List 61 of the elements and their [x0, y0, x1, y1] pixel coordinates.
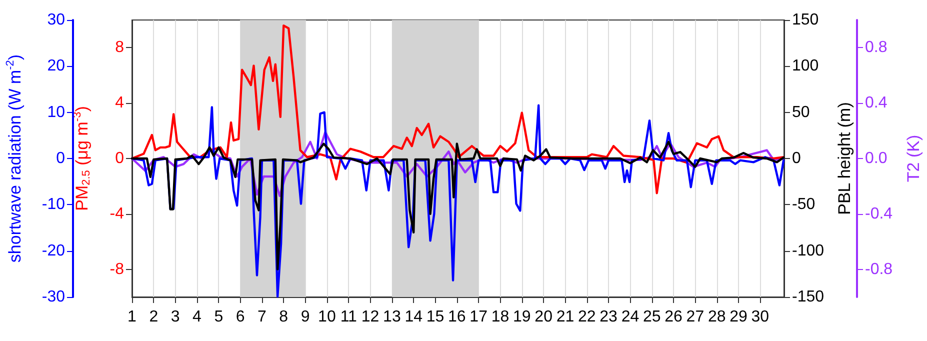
x-tick-label: 1 [128, 308, 137, 326]
x-tick-label: 16 [448, 308, 466, 326]
y-tick-label: 4 [115, 94, 124, 112]
y-tick-label: -8 [110, 260, 124, 278]
x-tick-label: 22 [578, 308, 596, 326]
x-tick-label: 9 [300, 308, 310, 326]
y2-tick-label: -50 [792, 196, 816, 214]
y-tick-label: -10 [42, 196, 66, 214]
y-tick-label: 0 [115, 150, 124, 167]
y-tick-label: 30 [47, 12, 66, 28]
x-tick-label: 19 [513, 308, 531, 326]
x-tick-label: 30 [751, 308, 770, 326]
y2-tick-label: 150 [792, 12, 819, 28]
y-tick-label: 8 [115, 39, 124, 56]
y2-tick-label: -100 [792, 242, 824, 260]
y-tick-label: 0 [56, 150, 66, 167]
y-tick-label: -30 [42, 288, 66, 306]
y-tick-label: 10 [47, 104, 66, 121]
x-tick-label: 23 [600, 308, 618, 326]
line-series [130, 24, 785, 194]
y2-tick-label: 0.8 [865, 39, 888, 56]
x-tick-label: 10 [318, 308, 336, 326]
line-series [130, 131, 785, 197]
x-tick-label: 3 [170, 308, 180, 326]
x-tick-label: 11 [340, 308, 358, 326]
line-series [130, 140, 785, 270]
x-tick-label: 17 [470, 308, 488, 326]
x-tick-label: 13 [383, 308, 401, 326]
x-tick-label: 8 [279, 308, 288, 326]
y2-tick-label: -150 [792, 288, 824, 306]
y-axis-title: shortwave radiation (W m-2) [4, 54, 24, 263]
y2-tick-label: 0.0 [865, 150, 888, 167]
y-tick-label: -20 [42, 242, 66, 260]
x-tick-label: 14 [404, 308, 423, 326]
x-tick-label: 2 [149, 308, 158, 326]
x-tick-label: 24 [621, 308, 640, 326]
x-tick-label: 12 [361, 308, 380, 326]
x-tick-label: 21 [556, 308, 574, 326]
y2-tick-label: -0.4 [865, 205, 893, 222]
y2-tick-label: 0.4 [865, 94, 888, 112]
x-tick-label: 28 [708, 308, 726, 326]
x-tick-label: 5 [214, 308, 224, 326]
y-tick-label: 20 [47, 58, 66, 75]
x-tick-label: 7 [258, 308, 267, 326]
y2-tick-label: -0.8 [865, 260, 893, 278]
x-tick-label: 29 [730, 308, 748, 326]
y2-axis-title: PBL height (m) [835, 102, 854, 215]
x-tick-label: 26 [664, 308, 683, 326]
y2-tick-label: 50 [792, 104, 810, 121]
x-tick-label: 4 [192, 308, 202, 326]
y2-tick-label: 100 [792, 58, 819, 75]
y2-tick-label: 0 [792, 150, 801, 167]
x-tick-label: 27 [686, 308, 704, 326]
x-tick-label: 15 [426, 308, 444, 326]
line-series [130, 104, 785, 298]
x-tick-label: 6 [236, 308, 245, 326]
x-tick-label: 25 [642, 308, 661, 326]
y2-axis-title: T2 (K) [904, 134, 923, 182]
x-tick-label: 18 [491, 308, 510, 326]
y-tick-label: -4 [110, 205, 124, 222]
x-tick-label: 20 [534, 308, 553, 326]
